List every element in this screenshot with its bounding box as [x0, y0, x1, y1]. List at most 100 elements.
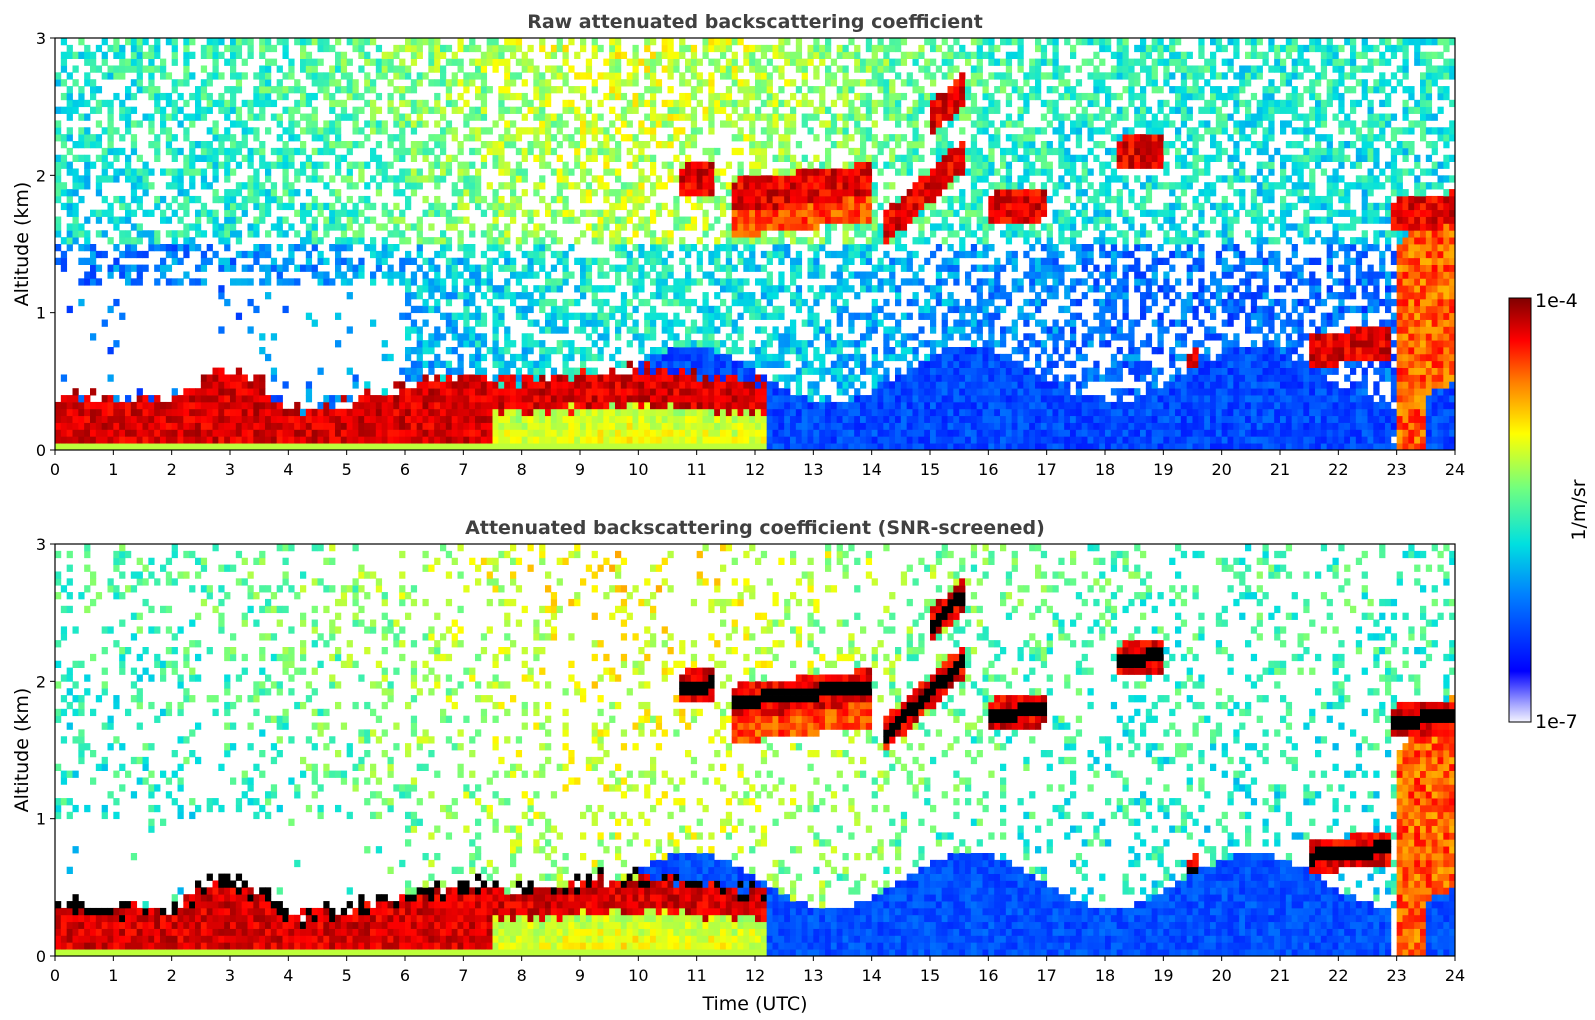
heatmap-cell — [819, 237, 826, 245]
heatmap-cell — [125, 237, 132, 245]
heatmap-cell — [323, 141, 330, 149]
heatmap-cell — [259, 422, 266, 430]
heatmap-cell — [282, 38, 289, 46]
heatmap-cell — [235, 216, 243, 224]
heatmap-cell — [515, 72, 523, 80]
heatmap-cell — [760, 44, 768, 53]
heatmap-cell — [492, 65, 499, 73]
heatmap-cell — [679, 381, 686, 389]
heatmap-cell — [486, 443, 493, 451]
heatmap-cell — [702, 422, 709, 430]
heatmap-cell — [440, 422, 447, 430]
heatmap-cell — [282, 230, 289, 238]
heatmap-cell — [620, 408, 628, 417]
heatmap-cell — [165, 38, 173, 46]
heatmap-cell — [825, 319, 832, 327]
heatmap-cell — [760, 127, 768, 135]
heatmap-cell — [480, 292, 488, 300]
heatmap-cell — [685, 44, 692, 53]
heatmap-cell — [591, 298, 598, 307]
heatmap-cell — [393, 65, 400, 73]
heatmap-cell — [702, 395, 709, 403]
heatmap-cell — [807, 127, 814, 135]
heatmap-cell — [545, 120, 552, 128]
heatmap-cell — [364, 422, 371, 430]
heatmap-cell — [381, 340, 388, 348]
heatmap-cell — [708, 333, 715, 341]
heatmap-cell — [90, 264, 97, 272]
heatmap-cell — [428, 202, 435, 211]
heatmap-cell — [550, 285, 558, 293]
heatmap-cell — [189, 182, 196, 190]
heatmap-cell — [574, 154, 581, 162]
heatmap-cell — [230, 264, 237, 272]
heatmap-cell — [749, 113, 756, 121]
heatmap-cell — [650, 326, 657, 334]
heatmap-cell — [708, 72, 715, 80]
heatmap-cell — [848, 99, 855, 108]
heatmap-cell — [585, 436, 593, 444]
heatmap-cell — [760, 305, 768, 314]
heatmap-cell — [504, 340, 511, 348]
heatmap-cell — [247, 422, 254, 430]
heatmap-cell — [504, 429, 511, 437]
heatmap-cell — [428, 58, 435, 66]
heatmap-cell — [55, 422, 62, 430]
heatmap-cell — [778, 51, 785, 59]
heatmap-cell — [620, 120, 628, 128]
heatmap-cell — [393, 443, 400, 451]
heatmap-cell — [609, 395, 616, 403]
heatmap-cell — [749, 147, 756, 156]
heatmap-cell — [661, 353, 668, 362]
heatmap-cell — [305, 209, 313, 217]
heatmap-cell — [568, 367, 575, 375]
heatmap-cell — [224, 127, 231, 135]
heatmap-cell — [165, 92, 173, 101]
heatmap-cell — [620, 237, 628, 245]
heatmap-cell — [399, 65, 406, 73]
heatmap-cell — [323, 230, 330, 238]
heatmap-cell — [854, 79, 861, 87]
heatmap-cell — [626, 374, 633, 382]
heatmap-cell — [434, 51, 441, 59]
heatmap-cell — [177, 429, 184, 437]
heatmap-cell — [463, 401, 470, 410]
heatmap-cell — [189, 422, 196, 430]
heatmap-cell — [865, 134, 873, 142]
heatmap-cell — [265, 422, 272, 430]
heatmap-cell — [650, 367, 657, 375]
heatmap-cell — [545, 202, 552, 211]
heatmap-cell — [556, 422, 563, 430]
heatmap-cell — [650, 127, 657, 135]
heatmap-cell — [340, 230, 348, 238]
heatmap-cell — [259, 443, 266, 451]
heatmap-cell — [445, 271, 453, 279]
heatmap-cell — [195, 86, 202, 94]
heatmap-cell — [848, 353, 855, 362]
heatmap-cell — [224, 401, 231, 410]
heatmap-cell — [270, 147, 278, 156]
heatmap-cell — [416, 353, 423, 362]
heatmap-cell — [224, 223, 231, 231]
heatmap-cell — [416, 51, 423, 59]
heatmap-cell — [585, 429, 593, 437]
heatmap-cell — [329, 216, 336, 224]
heatmap-cell — [387, 161, 394, 169]
heatmap-cell — [440, 113, 447, 121]
heatmap-cell — [492, 326, 499, 334]
heatmap-cell — [212, 388, 219, 396]
heatmap-cell — [235, 189, 243, 197]
heatmap-cell — [766, 292, 773, 300]
heatmap-cell — [195, 92, 202, 101]
heatmap-cell — [113, 44, 120, 53]
heatmap-cell — [183, 154, 190, 162]
heatmap-cell — [597, 182, 604, 190]
heatmap-cell — [655, 429, 663, 437]
heatmap-cell — [305, 127, 313, 135]
heatmap-cell — [486, 44, 493, 53]
heatmap-cell — [265, 292, 272, 300]
heatmap-cell — [830, 175, 838, 183]
heatmap-cell — [352, 79, 359, 87]
heatmap-cell — [410, 367, 418, 375]
heatmap-cell — [358, 408, 365, 417]
